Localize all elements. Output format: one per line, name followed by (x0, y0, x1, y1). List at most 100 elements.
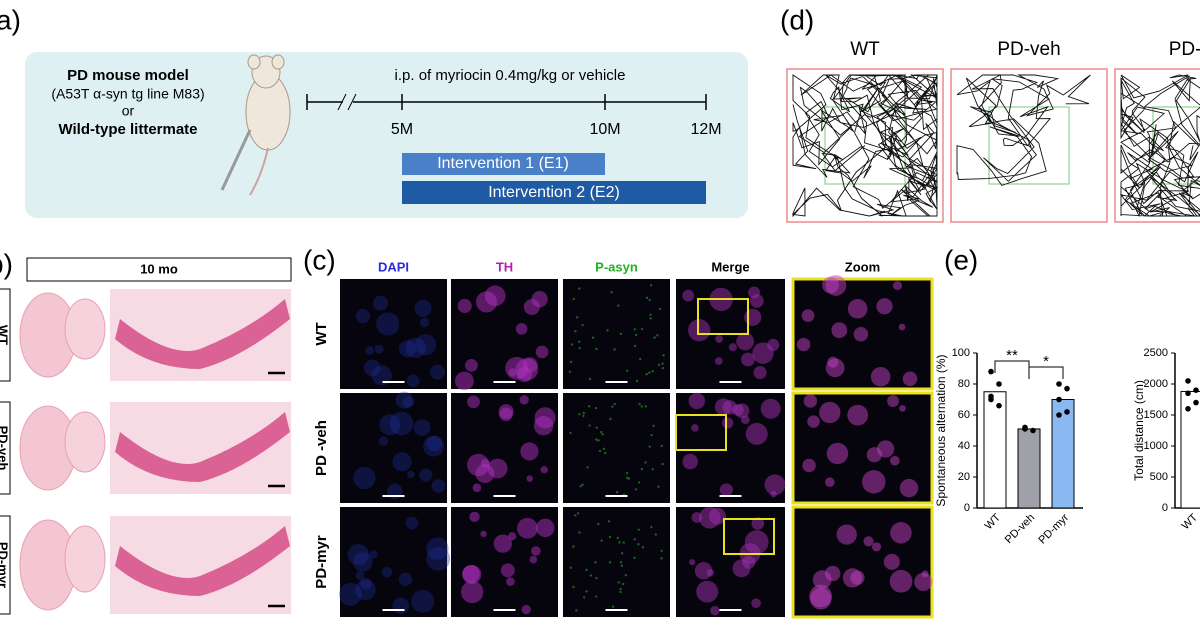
row-label: PD-myr (0, 542, 11, 588)
signal (578, 287, 581, 290)
signal (353, 466, 376, 490)
timepoint: 12M (690, 121, 721, 138)
signal (570, 343, 574, 346)
signal (621, 582, 625, 586)
data-point (1056, 396, 1062, 403)
signal (395, 391, 413, 409)
signal (598, 449, 602, 453)
signal (660, 549, 663, 553)
signal (751, 598, 761, 609)
signal (633, 556, 636, 560)
signal (651, 468, 654, 471)
timeline-break (343, 95, 353, 109)
signal (853, 327, 869, 342)
signal (648, 445, 651, 448)
signal (540, 466, 548, 474)
row-box (0, 401, 11, 495)
signal (801, 309, 815, 322)
signal (531, 291, 548, 308)
signal (618, 541, 621, 544)
signal (687, 319, 711, 342)
y-tick-label: 2500 (1144, 347, 1168, 359)
signal (589, 574, 593, 577)
data-point (1022, 424, 1028, 431)
or-text: or (122, 103, 135, 119)
signal (662, 354, 665, 357)
signal (744, 308, 762, 326)
signal (836, 524, 857, 545)
signal (415, 334, 437, 356)
signal (423, 435, 445, 457)
signal (625, 476, 629, 480)
signal (431, 479, 446, 493)
signal (831, 322, 848, 339)
signal (515, 322, 528, 335)
signal (714, 357, 723, 365)
signal (637, 528, 640, 531)
data-point (1185, 406, 1191, 412)
signal (585, 568, 588, 572)
signal (369, 550, 378, 559)
brain-section (64, 298, 106, 360)
y-tick-label: 60 (958, 409, 970, 421)
signal (389, 411, 414, 436)
group-label: PD-veh (997, 39, 1060, 60)
column-header: P-asyn (595, 259, 638, 274)
signal (760, 398, 781, 419)
signal (594, 561, 597, 564)
signal (457, 298, 472, 314)
panel-label: (c) (303, 244, 336, 275)
signal (613, 402, 617, 406)
signal (616, 536, 619, 540)
signal (826, 442, 849, 465)
signal (595, 595, 598, 598)
row-label: PD-myr (313, 535, 330, 589)
signal (582, 596, 586, 599)
signal (594, 438, 598, 441)
break-mark (337, 93, 347, 111)
signal (411, 589, 435, 613)
center-zone (988, 106, 1070, 185)
signal (467, 395, 480, 409)
signal (610, 291, 613, 294)
significance: ** (1006, 347, 1018, 364)
signal (661, 366, 665, 370)
treatment: i.p. of myriocin 0.4mg/kg or vehicle (395, 67, 626, 84)
signal (611, 605, 615, 608)
signal (574, 514, 577, 517)
x-tick-label: PD-myr (1036, 511, 1071, 546)
signal (641, 546, 645, 549)
signal (615, 490, 619, 494)
signal (578, 531, 581, 534)
signal (406, 374, 420, 388)
signal (649, 317, 652, 320)
signal (745, 422, 768, 445)
signal (521, 604, 531, 615)
signal (764, 474, 786, 496)
data-point (996, 402, 1002, 409)
signal (714, 398, 732, 416)
signal (638, 357, 642, 361)
stained-region (115, 412, 290, 482)
signal (812, 570, 832, 590)
signal (847, 404, 869, 426)
signal (682, 453, 698, 470)
signal (371, 365, 392, 386)
signal (392, 597, 409, 615)
signal (862, 470, 886, 494)
signal (617, 581, 620, 584)
signal (597, 439, 600, 442)
brain-section (64, 525, 106, 593)
signal (472, 483, 482, 493)
signal (608, 561, 612, 564)
signal (515, 358, 539, 381)
signal (619, 561, 623, 564)
intervention-label: Intervention 2 (E2) (488, 184, 620, 201)
bar (1180, 390, 1200, 509)
signal (890, 522, 912, 544)
signal (661, 362, 664, 365)
signal (890, 455, 900, 466)
signal (644, 461, 647, 464)
micrograph (563, 279, 670, 389)
